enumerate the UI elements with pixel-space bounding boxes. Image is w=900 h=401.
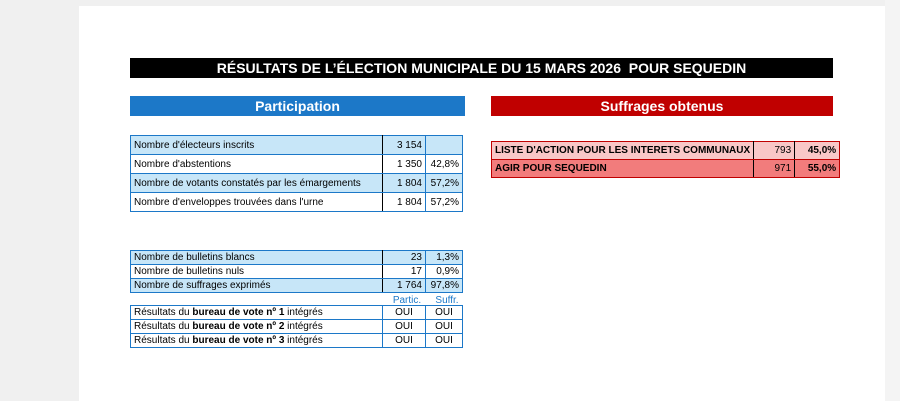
row-percent: 97,8% bbox=[425, 278, 463, 293]
row-label: Résultats du bureau de vote nº 3 intégré… bbox=[130, 333, 383, 348]
suffr-status: OUI bbox=[425, 319, 463, 334]
column-header-partic: Partic. bbox=[392, 295, 422, 306]
table-row: Résultats du bureau de vote nº 3 intégré… bbox=[130, 333, 463, 348]
table-row: Nombre d'abstentions 1 350 42,8% bbox=[130, 154, 463, 174]
row-percent: 42,8% bbox=[425, 154, 463, 174]
row-percent: 57,2% bbox=[425, 173, 463, 193]
label-prefix: Résultats du bbox=[134, 307, 193, 318]
row-value: 23 bbox=[382, 250, 426, 265]
column-header-suffr: Suffr. bbox=[435, 295, 459, 306]
row-value: 1 804 bbox=[382, 192, 426, 212]
table-row: Nombre de suffrages exprimés 1 764 97,8% bbox=[130, 278, 463, 293]
suffr-status: OUI bbox=[425, 305, 463, 320]
table-row: Résultats du bureau de vote nº 1 intégré… bbox=[130, 305, 463, 320]
row-label: Nombre de votants constatés par les émar… bbox=[130, 173, 383, 193]
table-row: Nombre de bulletins nuls 17 0,9% bbox=[130, 264, 463, 279]
row-label: Résultats du bureau de vote nº 2 intégré… bbox=[130, 319, 383, 334]
list-name: AGIR POUR SEQUEDIN bbox=[491, 159, 755, 178]
label-suffix: intégrés bbox=[284, 307, 323, 318]
bulletins-table: Nombre de bulletins blancs 23 1,3% Nombr… bbox=[130, 250, 463, 293]
bureau-name: bureau de vote nº 2 bbox=[192, 321, 285, 332]
row-label: Nombre de bulletins blancs bbox=[130, 250, 383, 265]
table-row: Nombre de votants constatés par les émar… bbox=[130, 173, 463, 193]
list-votes: 971 bbox=[753, 159, 796, 178]
row-percent: 0,9% bbox=[425, 264, 463, 279]
row-label: Nombre d'abstentions bbox=[130, 154, 383, 174]
suffrages-heading: Suffrages obtenus bbox=[491, 96, 833, 116]
participation-heading: Participation bbox=[130, 96, 465, 116]
page-title: RÉSULTATS DE L’ÉLECTION MUNICIPALE DU 15… bbox=[130, 58, 833, 78]
partic-status: OUI bbox=[382, 305, 426, 320]
list-votes: 793 bbox=[753, 141, 796, 160]
row-percent bbox=[425, 135, 463, 155]
row-label: Nombre de suffrages exprimés bbox=[130, 278, 383, 293]
table-row: Nombre d'enveloppes trouvées dans l'urne… bbox=[130, 192, 463, 212]
row-value: 17 bbox=[382, 264, 426, 279]
row-label: Nombre d'enveloppes trouvées dans l'urne bbox=[130, 192, 383, 212]
row-value: 1 350 bbox=[382, 154, 426, 174]
bureau-name: bureau de vote nº 3 bbox=[192, 335, 285, 346]
partic-status: OUI bbox=[382, 333, 426, 348]
label-prefix: Résultats du bbox=[134, 321, 193, 332]
suffrages-table: LISTE D'ACTION POUR LES INTERETS COMMUNA… bbox=[491, 141, 841, 178]
row-label: Nombre de bulletins nuls bbox=[130, 264, 383, 279]
table-row: AGIR POUR SEQUEDIN 971 55,0% bbox=[491, 159, 840, 178]
table-row: Nombre de bulletins blancs 23 1,3% bbox=[130, 250, 463, 265]
participation-table: Nombre d'électeurs inscrits 3 154 Nombre… bbox=[130, 135, 463, 212]
list-name: LISTE D'ACTION POUR LES INTERETS COMMUNA… bbox=[491, 141, 755, 160]
table-row: LISTE D'ACTION POUR LES INTERETS COMMUNA… bbox=[491, 141, 840, 160]
row-label: Résultats du bureau de vote nº 1 intégré… bbox=[130, 305, 383, 320]
row-value: 3 154 bbox=[382, 135, 426, 155]
list-percent: 55,0% bbox=[794, 159, 840, 178]
spreadsheet-page: RÉSULTATS DE L’ÉLECTION MUNICIPALE DU 15… bbox=[79, 6, 885, 401]
bureau-name: bureau de vote nº 1 bbox=[192, 307, 285, 318]
row-label: Nombre d'électeurs inscrits bbox=[130, 135, 383, 155]
suffr-status: OUI bbox=[425, 333, 463, 348]
list-percent: 45,0% bbox=[794, 141, 840, 160]
table-row: Résultats du bureau de vote nº 2 intégré… bbox=[130, 319, 463, 334]
row-percent: 57,2% bbox=[425, 192, 463, 212]
table-row: Nombre d'électeurs inscrits 3 154 bbox=[130, 135, 463, 155]
bureaux-table: Résultats du bureau de vote nº 1 intégré… bbox=[130, 305, 463, 348]
label-prefix: Résultats du bbox=[134, 335, 193, 346]
row-percent: 1,3% bbox=[425, 250, 463, 265]
row-value: 1 804 bbox=[382, 173, 426, 193]
scrollbar-track[interactable] bbox=[885, 0, 900, 401]
partic-status: OUI bbox=[382, 319, 426, 334]
label-suffix: intégrés bbox=[284, 321, 323, 332]
label-suffix: intégrés bbox=[284, 335, 323, 346]
row-value: 1 764 bbox=[382, 278, 426, 293]
